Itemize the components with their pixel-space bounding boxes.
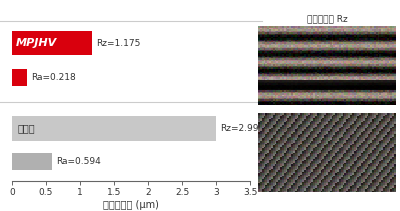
Text: Ra=0.594: Ra=0.594 <box>56 157 101 166</box>
Text: MPJHV: MPJHV <box>15 38 57 48</box>
Bar <box>12 153 52 170</box>
Text: 従来品: 従来品 <box>18 124 35 134</box>
Bar <box>12 116 216 141</box>
Text: 加工面写真 Rz: 加工面写真 Rz <box>307 14 347 23</box>
Text: Rz=2.994: Rz=2.994 <box>220 124 264 133</box>
Bar <box>12 69 27 86</box>
Text: Ra=0.218: Ra=0.218 <box>31 73 76 82</box>
Text: Rz=1.175: Rz=1.175 <box>96 39 140 48</box>
Bar <box>12 31 92 55</box>
X-axis label: 加工面粗さ (μm): 加工面粗さ (μm) <box>103 200 159 210</box>
